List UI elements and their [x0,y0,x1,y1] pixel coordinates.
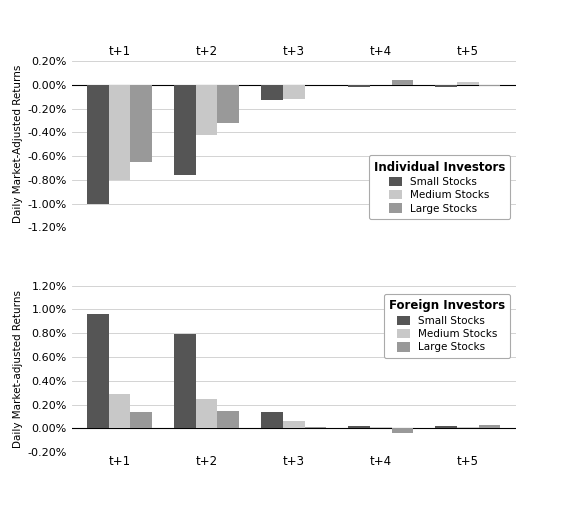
Bar [283,85,304,99]
Bar [218,410,240,428]
Bar [131,411,152,428]
Bar [435,85,457,87]
Bar [283,421,304,428]
Bar [109,85,131,180]
Bar [435,426,457,428]
Bar [348,426,370,428]
Bar [109,394,131,428]
Bar [174,334,196,428]
Bar [131,85,152,162]
Bar [457,82,478,85]
Bar [478,85,500,86]
Bar [261,411,283,428]
Bar [261,85,283,100]
Bar [87,85,109,204]
Bar [304,427,326,428]
Y-axis label: Daily Market-Adjusted Returns: Daily Market-Adjusted Returns [13,65,23,224]
Bar [391,428,413,433]
Bar [370,427,391,428]
Bar [391,80,413,85]
Bar [218,85,240,123]
Bar [196,85,218,135]
Bar [478,425,500,428]
Bar [348,85,370,87]
Bar [457,427,478,428]
Bar [174,85,196,175]
Bar [87,314,109,428]
Bar [196,399,218,428]
Legend: Small Stocks, Medium Stocks, Large Stocks: Small Stocks, Medium Stocks, Large Stock… [384,294,511,358]
Y-axis label: Daily Market-adjusted Returns: Daily Market-adjusted Returns [13,290,23,448]
Legend: Small Stocks, Medium Stocks, Large Stocks: Small Stocks, Medium Stocks, Large Stock… [368,155,511,219]
